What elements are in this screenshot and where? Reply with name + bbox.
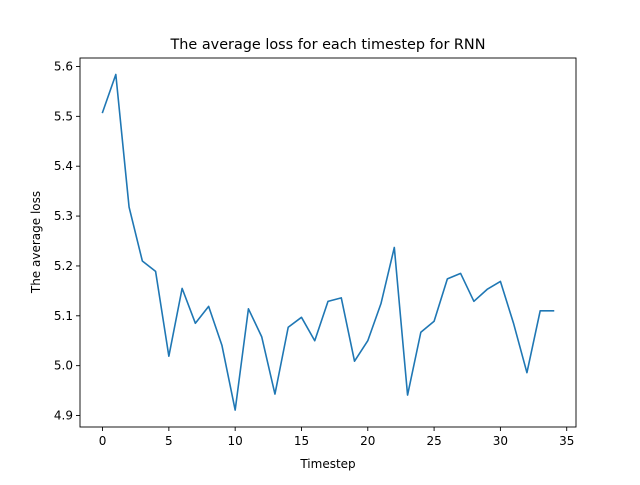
- x-tick-label: 10: [228, 434, 243, 448]
- x-tick-label: 30: [493, 434, 508, 448]
- x-tick-label: 25: [426, 434, 441, 448]
- y-tick-label: 5.1: [54, 309, 73, 323]
- y-tick-label: 4.9: [54, 409, 73, 423]
- x-tick-label: 5: [165, 434, 173, 448]
- y-tick-label: 5.2: [54, 259, 73, 273]
- y-tick-label: 5.0: [54, 359, 73, 373]
- chart-title: The average loss for each timestep for R…: [170, 37, 486, 53]
- y-tick-label: 5.4: [54, 159, 73, 173]
- plot-area: 0 5 10 15 20 25 30 35 4.9 5.0 5.1 5.2 5.3 5.4 5.5 5.6: [54, 57, 577, 448]
- axes-frame: [79, 57, 577, 428]
- x-tick-label: 0: [99, 434, 107, 448]
- x-tick-label: 15: [294, 434, 309, 448]
- y-tick-label: 5.5: [54, 109, 73, 123]
- series-line-0: [101, 73, 555, 411]
- x-tick-label: 35: [559, 434, 574, 448]
- y-tick-label: 5.3: [54, 209, 73, 223]
- y-axis-label: The average loss: [29, 191, 43, 294]
- x-tick-label: 20: [360, 434, 375, 448]
- y-tick-label: 5.6: [54, 59, 73, 73]
- x-axis-label: Timestep: [299, 457, 355, 471]
